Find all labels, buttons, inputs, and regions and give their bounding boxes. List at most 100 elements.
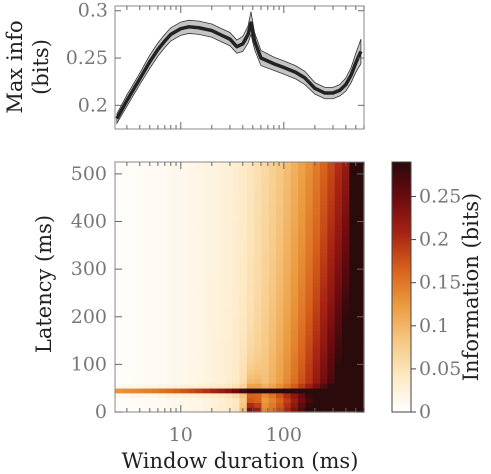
heatmap-cell bbox=[254, 359, 263, 365]
heatmap-cell bbox=[239, 383, 248, 389]
heatmap-cell bbox=[129, 287, 138, 293]
heatmap-cell bbox=[305, 344, 314, 351]
heatmap-cell bbox=[261, 181, 270, 187]
heatmap-cell bbox=[188, 282, 197, 288]
heatmap-cell bbox=[129, 363, 138, 370]
heatmap-cell bbox=[202, 383, 211, 389]
heatmap-cell bbox=[122, 325, 131, 331]
heatmap-cell bbox=[210, 200, 219, 206]
heatmap-cell bbox=[122, 378, 131, 384]
heatmap-cell bbox=[334, 306, 343, 312]
heatmap-cell bbox=[239, 277, 248, 283]
heatmap-cell bbox=[298, 162, 307, 168]
heatmap-cell bbox=[202, 262, 211, 269]
heatmap-cell bbox=[188, 195, 197, 202]
heatmap-cell bbox=[342, 291, 350, 298]
heatmap-cell bbox=[224, 387, 233, 394]
heatmap-cell bbox=[232, 190, 241, 197]
heatmap-cell bbox=[268, 234, 277, 240]
heatmap-cell bbox=[210, 176, 219, 182]
heatmap-cell bbox=[202, 176, 211, 182]
heatmap-cell bbox=[144, 205, 153, 211]
heatmap-cell bbox=[173, 205, 182, 211]
heatmap-cell bbox=[136, 258, 145, 264]
heatmap-cell bbox=[232, 335, 241, 341]
heatmap-cell bbox=[349, 219, 358, 226]
heatmap-cell bbox=[202, 335, 211, 341]
heatmap-cell bbox=[246, 243, 255, 250]
heatmap-cell bbox=[122, 219, 131, 226]
heatmap-cell bbox=[166, 330, 175, 336]
heatmap-cell bbox=[115, 229, 123, 235]
heatmap-cell bbox=[276, 373, 285, 379]
heatmap-cell bbox=[129, 344, 138, 351]
heatmap-cell bbox=[334, 210, 343, 216]
heatmap-cell bbox=[342, 166, 350, 173]
heatmap-cell bbox=[290, 368, 299, 375]
heatmap-cell bbox=[180, 368, 189, 375]
heatmap-cell bbox=[349, 234, 358, 240]
heatmap-cell bbox=[122, 296, 131, 303]
heatmap-cell bbox=[232, 344, 241, 351]
heatmap-cell bbox=[224, 291, 233, 298]
heatmap-cell bbox=[122, 392, 131, 399]
heatmap-cell bbox=[217, 238, 226, 245]
heatmap-cell bbox=[268, 229, 277, 235]
heatmap-cell bbox=[210, 219, 219, 226]
heatmap-cell bbox=[115, 383, 123, 389]
heatmap-cell bbox=[290, 200, 299, 206]
heatmap-cell bbox=[224, 315, 233, 322]
heatmap-cell bbox=[210, 335, 219, 341]
heatmap-cell bbox=[254, 229, 263, 235]
heatmap-cell bbox=[232, 301, 241, 307]
heatmap-cell bbox=[217, 224, 226, 230]
heatmap-cell bbox=[298, 373, 307, 379]
heatmap-cell bbox=[312, 253, 321, 259]
heatmap-cell bbox=[115, 349, 123, 355]
heatmap-cell bbox=[232, 287, 241, 293]
heatmap-cell bbox=[327, 243, 336, 250]
heatmap-cell bbox=[349, 282, 358, 288]
heatmap-cell bbox=[232, 315, 241, 322]
heatmap-cell bbox=[144, 229, 153, 235]
heatmap-cell bbox=[122, 330, 131, 336]
heatmap-cell bbox=[356, 258, 365, 264]
heatmap-cell bbox=[349, 277, 358, 283]
heatmap-cell bbox=[122, 229, 131, 235]
heatmap-cell bbox=[320, 243, 328, 250]
heatmap-cell bbox=[290, 330, 299, 336]
heatmap-cell bbox=[268, 368, 277, 375]
heatmap-cell bbox=[312, 330, 321, 336]
heatmap-cell bbox=[166, 238, 175, 245]
heatmap-cell bbox=[202, 359, 211, 365]
heatmap-cell bbox=[356, 335, 365, 341]
heatmap-cell bbox=[122, 171, 131, 178]
heatmap-cell bbox=[349, 210, 358, 216]
heatmap-cell bbox=[246, 253, 255, 259]
heatmap-cell bbox=[349, 344, 358, 351]
heatmap-cell bbox=[305, 325, 314, 331]
heatmap-cell bbox=[166, 214, 175, 221]
heatmap-cell bbox=[276, 277, 285, 283]
heatmap-cell bbox=[320, 205, 328, 211]
heatmap-cell bbox=[342, 258, 350, 264]
heatmap-cell bbox=[305, 277, 314, 283]
heatmap-cell bbox=[261, 176, 270, 182]
heatmap-cell bbox=[166, 258, 175, 264]
heatmap-cell bbox=[151, 262, 160, 269]
heatmap-cell bbox=[129, 402, 138, 408]
heatmap-cell bbox=[320, 301, 328, 307]
heatmap-cell bbox=[334, 272, 343, 278]
heatmap-cell bbox=[356, 378, 365, 384]
heatmap-cell bbox=[276, 176, 285, 182]
heatmap-cell bbox=[268, 335, 277, 341]
heatmap-cell bbox=[239, 397, 248, 403]
heatmap-cell bbox=[349, 387, 358, 394]
heatmap-cell bbox=[334, 277, 343, 283]
heatmap-cell bbox=[210, 296, 219, 303]
heatmap-cell bbox=[122, 181, 131, 187]
heatmap-cell bbox=[129, 190, 138, 197]
heatmap-cell bbox=[210, 238, 219, 245]
heatmap-cell bbox=[327, 359, 336, 365]
heatmap-cell bbox=[283, 224, 292, 230]
